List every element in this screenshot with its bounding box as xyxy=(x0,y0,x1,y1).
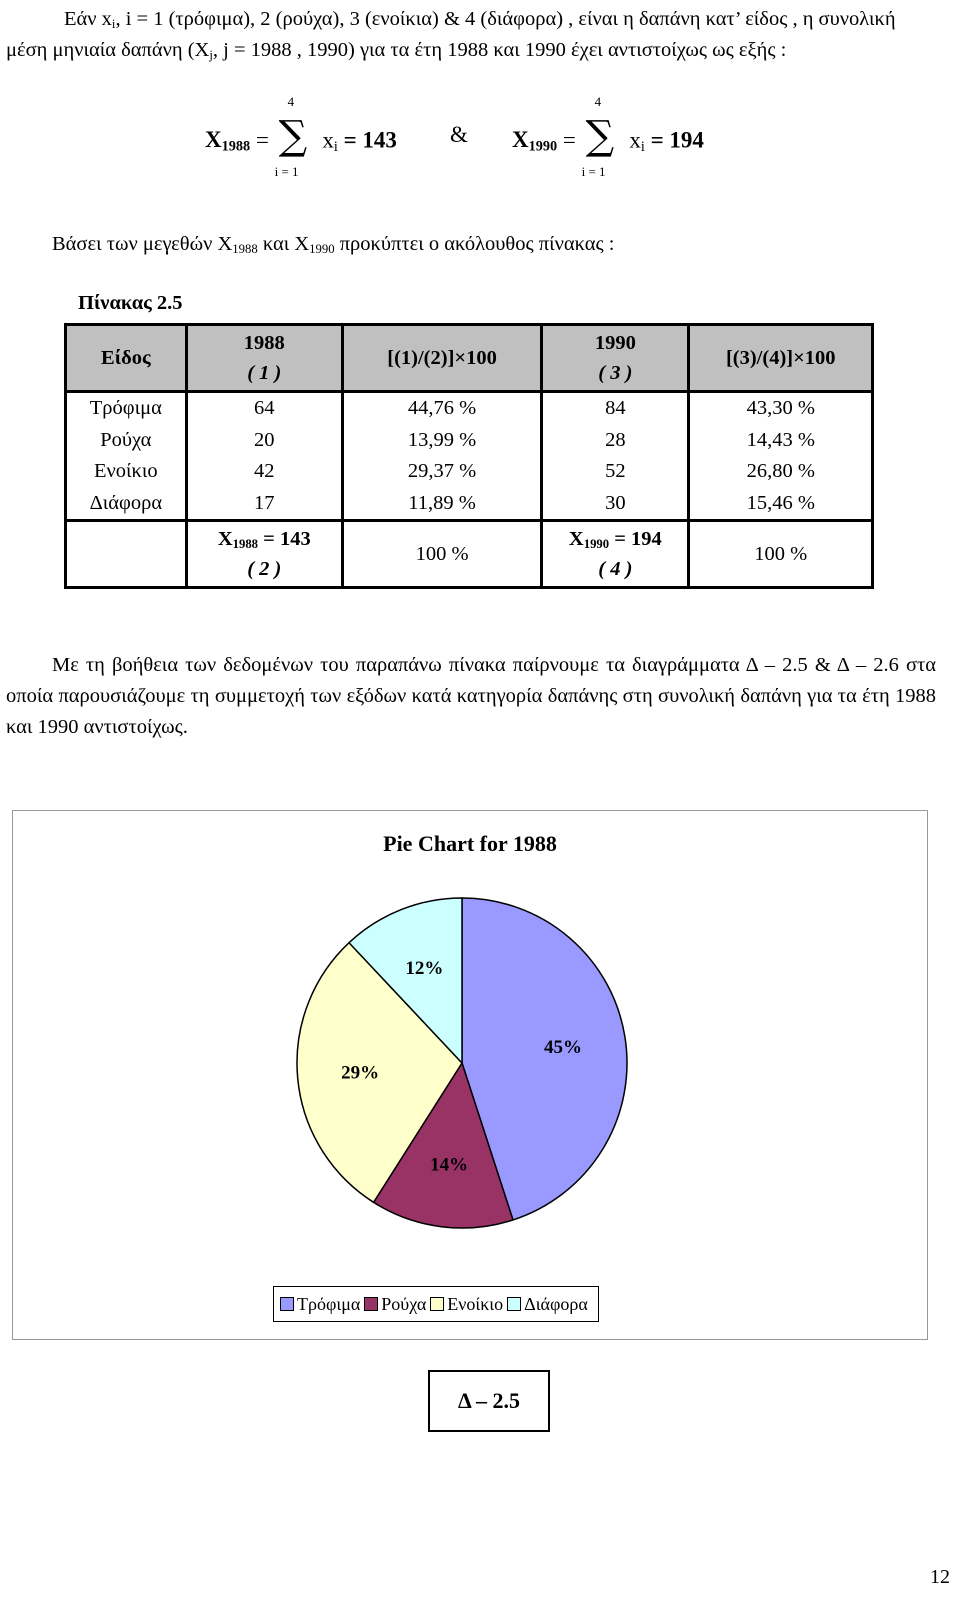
expense-table: Είδος 1988( 1 ) [(1)/(2)]×100 1990( 3 ) … xyxy=(64,323,874,589)
pie-slice-2 xyxy=(372,1061,514,1229)
pie-data-label: 29% xyxy=(341,1063,379,1084)
explanation-paragraph: Με τη βοήθεια των δεδομένων του παραπάνω… xyxy=(6,654,936,738)
table-row: Ενοίκιο 42 29,37 % 52 26,80 % xyxy=(64,456,874,488)
legend-item: Ρούχα xyxy=(364,1294,426,1315)
table-row: Ρούχα 20 13,99 % 28 14,43 % xyxy=(64,424,874,456)
header-1990: 1990( 3 ) xyxy=(540,324,691,392)
header-1988: 1988( 1 ) xyxy=(184,324,344,392)
legend-swatch xyxy=(280,1297,294,1311)
basis-line: Βάσει των μεγεθών X1988 και X1990 προκύπ… xyxy=(52,233,615,257)
legend-swatch xyxy=(507,1297,522,1311)
header-ratio-1990: [(3)/(4)]×100 xyxy=(687,324,874,392)
table-total-row: X1988 = 143( 2 ) 100 % X1990 = 194( 4 ) … xyxy=(64,519,874,588)
legend-label: Τρόφιμα xyxy=(297,1293,361,1314)
chart-legend: Τρόφιμα Ρούχα Ενοίκιο Διάφορα xyxy=(273,1286,599,1322)
page-number: 12 xyxy=(930,1566,950,1588)
table-title: Πίνακας 2.5 xyxy=(78,292,183,314)
formula-1990: X1990 = 4 ∑ i = 1 xi = 194 xyxy=(512,94,704,179)
figure-label: Δ – 2.5 xyxy=(428,1370,550,1432)
pie-slice-3 xyxy=(296,941,463,1204)
pie-chart: Pie Chart for 1988 45% 14% 29% 12% Τρόφιμα Ρ… xyxy=(12,810,928,1340)
legend-swatch xyxy=(364,1297,379,1311)
pie-chart-svg: 45% 14% 29% 12% xyxy=(296,897,628,1229)
legend-label: Διάφορα xyxy=(524,1293,588,1314)
sigma-symbol: 4 ∑ i = 1 xyxy=(274,94,308,179)
legend-label: Ενοίκιο xyxy=(447,1293,504,1314)
pie-data-label: 45% xyxy=(544,1037,582,1058)
legend-swatch xyxy=(430,1297,445,1311)
legend-item: Διάφορα xyxy=(507,1294,588,1315)
legend-item: Τρόφιμα xyxy=(280,1294,360,1315)
header-ratio-1988: [(1)/(2)]×100 xyxy=(340,324,544,392)
pie-data-label: 12% xyxy=(405,958,443,979)
intro-paragraph: Εάν xi, i = 1 (τρόφιμα), 2 (ρούχα), 3 (ε… xyxy=(6,8,896,63)
formula-ampersand: & xyxy=(450,122,468,147)
table-row: Τρόφιμα 64 44,76 % 84 43,30 % xyxy=(64,390,874,425)
legend-label: Ρούχα xyxy=(381,1293,427,1314)
table-row: Διάφορα 17 11,89 % 30 15,46 % xyxy=(64,487,874,521)
sigma-symbol: 4 ∑ i = 1 xyxy=(581,94,615,179)
chart-title: Pie Chart for 1988 xyxy=(383,831,557,856)
legend-item: Ενοίκιο xyxy=(430,1294,503,1315)
formula-1988: X1988 = 4 ∑ i = 1 xi = 143 xyxy=(205,94,397,179)
pie-slice-1 xyxy=(461,897,628,1221)
pie-slice-4 xyxy=(347,897,463,1065)
header-kind: Είδος xyxy=(64,324,188,392)
pie-data-label: 14% xyxy=(430,1154,468,1175)
